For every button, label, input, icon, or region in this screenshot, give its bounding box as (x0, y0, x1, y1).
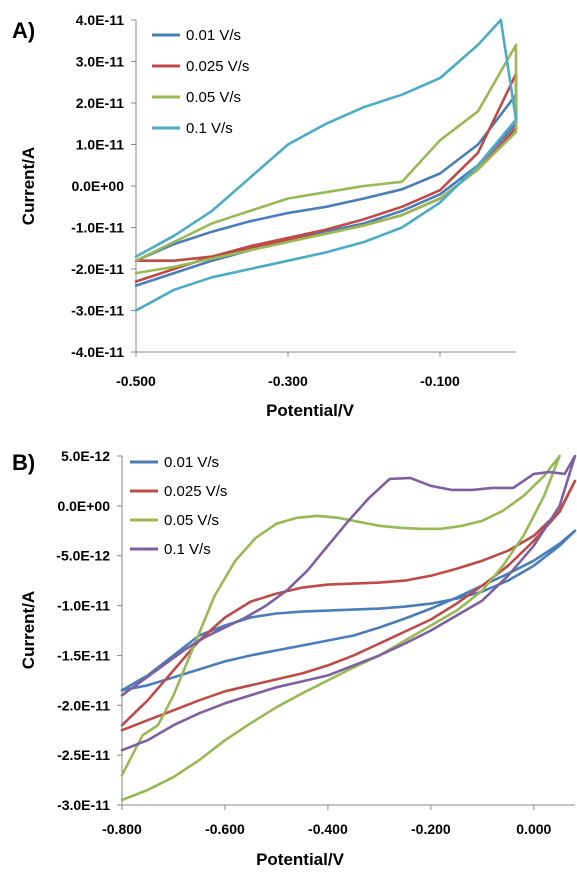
panel-b-legend-label-2: 0.025 V/s (164, 483, 227, 500)
panel-a-x-ticks: -0.500 -0.300 -0.100 (116, 352, 460, 389)
panel-a-y-tick-label: 2.0E-11 (76, 95, 124, 111)
panel-b-y-tick-label: -2.5E-11 (57, 747, 110, 763)
panel-a-legend-label-2: 0.025 V/s (186, 58, 249, 75)
panel-b-series (120, 454, 577, 802)
chart-panel-a: A) 4.0E-11 3.0E-11 2.0E-11 1.0E-11 0.0E+00 -1… (12, 12, 518, 420)
panel-b-series-line-2 (120, 479, 577, 732)
panel-b-legend-label-1: 0.01 V/s (164, 454, 219, 471)
panel-b-x-tick-label: 0.000 (516, 821, 551, 837)
panel-a-y-tick-label: 4.0E-11 (76, 12, 124, 28)
panel-a-x-tick-label: -0.300 (268, 373, 308, 389)
panel-b-series-line-1 (120, 529, 577, 692)
panel-b-y-axis-title: Current/A (19, 591, 38, 669)
panel-b-y-tick-label: -2.0E-11 (57, 697, 110, 713)
panel-b-series-line-4 (120, 454, 577, 752)
panel-b-legend-label-3: 0.05 V/s (164, 512, 219, 529)
panel-a-legend-label-4: 0.1 V/s (186, 120, 233, 137)
panel-b-y-tick-label: -5.0E-12 (56, 548, 110, 564)
panel-a-x-axis-title: Potential/V (266, 401, 355, 420)
chart-panel-b: B) 5.0E-12 0.0E+00 -5.0E-12 -1.0E-11 -1.5E-1… (12, 448, 577, 869)
panel-b-letter: B) (12, 450, 35, 475)
panel-b-y-tick-label: -1.5E-11 (57, 647, 110, 663)
panel-b-y-tick-label: 5.0E-12 (61, 448, 110, 464)
panel-a-y-tick-label: 3.0E-11 (76, 54, 124, 70)
panel-a-letter: A) (12, 18, 35, 43)
panel-a-y-axis-title: Current/A (19, 147, 38, 225)
panel-b-x-tick-label: -0.200 (411, 821, 451, 837)
panel-b-y-tick-label: -1.0E-11 (57, 598, 110, 614)
panel-b-x-tick-label: -0.400 (308, 821, 348, 837)
panel-a-legend: 0.01 V/s 0.025 V/s 0.05 V/s 0.1 V/s (152, 27, 249, 137)
panel-a-y-ticks: 4.0E-11 3.0E-11 2.0E-11 1.0E-11 0.0E+00 -1.0E… (71, 12, 136, 360)
panel-b-y-ticks: 5.0E-12 0.0E+00 -5.0E-12 -1.0E-11 -1.5E-11 -2… (56, 448, 122, 813)
panel-b-y-tick-label: -3.0E-11 (57, 797, 110, 813)
panel-a-y-tick-label: 1.0E-11 (76, 137, 124, 153)
panel-a-y-tick-label: -4.0E-11 (71, 344, 124, 360)
panel-a-y-tick-label: 0.0E+00 (71, 178, 124, 194)
panel-b-legend-label-4: 0.1 V/s (164, 541, 211, 558)
panel-a-legend-label-3: 0.05 V/s (186, 89, 241, 106)
panel-a-series-line-4 (134, 18, 518, 312)
panel-b-series-line-3 (120, 454, 561, 802)
panel-b-x-axis-title: Potential/V (256, 850, 345, 869)
panel-a-legend-label-1: 0.01 V/s (186, 27, 241, 44)
panel-a-y-tick-label: -2.0E-11 (71, 261, 124, 277)
panel-a-series-line-3 (134, 43, 518, 275)
panel-b-x-tick-label: -0.600 (205, 821, 245, 837)
panel-a-y-tick-label: -1.0E-11 (71, 220, 124, 236)
panel-a-x-tick-label: -0.100 (420, 373, 460, 389)
panel-b-legend: 0.01 V/s 0.025 V/s 0.05 V/s 0.1 V/s (130, 454, 227, 558)
panel-b-y-tick-label: 0.0E+00 (57, 498, 110, 514)
panel-a-y-tick-label: -3.0E-11 (71, 303, 124, 319)
panel-a-x-tick-label: -0.500 (116, 373, 156, 389)
panel-a-series (134, 18, 518, 312)
panel-b-x-tick-label: -0.800 (102, 821, 142, 837)
panel-b-x-ticks: -0.800 -0.600 -0.400 -0.200 0.000 (102, 805, 552, 837)
